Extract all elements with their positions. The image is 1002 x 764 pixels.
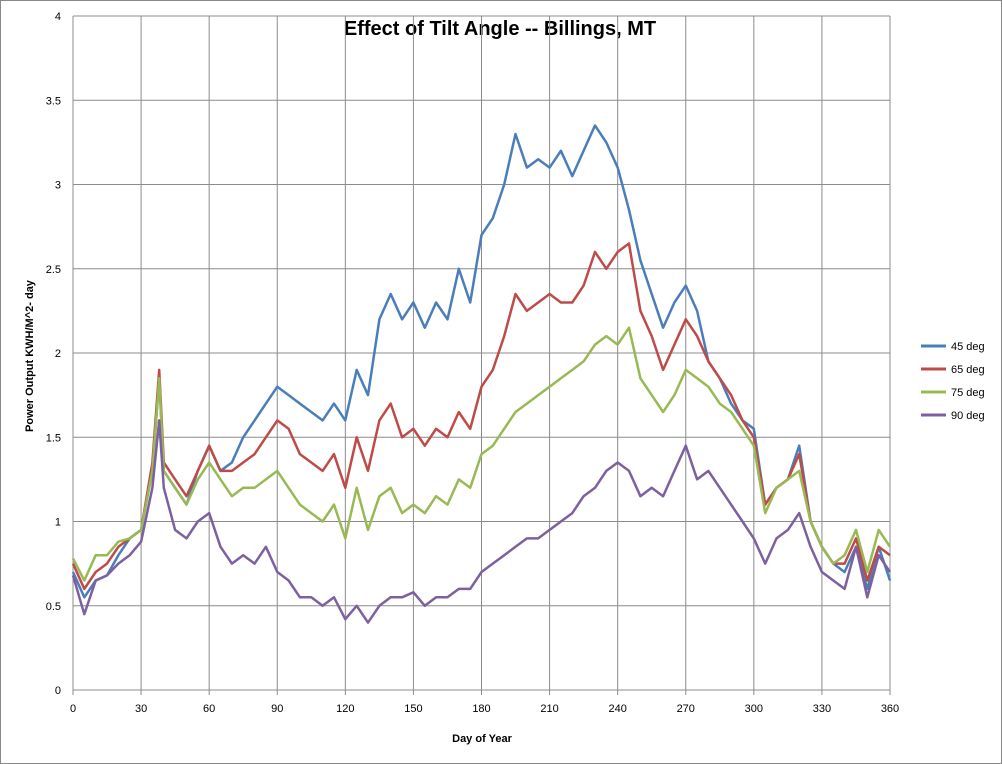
series-line-90-deg — [71, 419, 892, 624]
y-tick-labels: 0 0.5 1 1.5 2 2.5 3 3.5 4 — [46, 11, 61, 697]
y-tick-label: 4 — [55, 11, 61, 23]
legend-label: 75 deg — [951, 387, 985, 399]
x-tick-label: 210 — [540, 703, 558, 715]
series-line-75-deg — [71, 326, 892, 582]
chart-title: Effect of Tilt Angle -- Billings, MT — [344, 18, 656, 40]
y-tick-label: 0 — [55, 685, 61, 697]
y-tick-label: 1 — [55, 517, 61, 529]
y-axis-label: Power Output KWH/M^2- day — [24, 279, 36, 432]
x-tick-label: 150 — [404, 703, 422, 715]
grid — [72, 15, 891, 695]
y-tick-label: 2 — [55, 348, 61, 360]
x-axis-label: Day of Year — [452, 733, 512, 745]
x-tick-label: 30 — [135, 703, 147, 715]
y-tick-label: 2.5 — [46, 264, 61, 276]
x-tick-label: 270 — [677, 703, 695, 715]
x-tick-label: 60 — [203, 703, 215, 715]
series-lines — [71, 124, 892, 624]
x-tick-label: 180 — [472, 703, 490, 715]
y-tick-label: 1.5 — [46, 432, 61, 444]
x-tick-label: 240 — [608, 703, 626, 715]
y-tick-label: 3.5 — [46, 95, 61, 107]
x-tick-label: 330 — [813, 703, 831, 715]
x-tick-labels: 0 30 60 90 120 150 180 210 240 270 300 330 360 — [70, 703, 899, 715]
y-tick-label: 0.5 — [46, 601, 61, 613]
legend-label: 65 deg — [951, 364, 985, 376]
x-tick-label: 120 — [336, 703, 354, 715]
x-tick-label: 300 — [745, 703, 763, 715]
x-tick-label: 0 — [70, 703, 76, 715]
legend-label: 45 deg — [951, 341, 985, 353]
legend-label: 90 deg — [951, 410, 985, 422]
y-tick-label: 3 — [55, 180, 61, 192]
x-tick-label: 90 — [271, 703, 283, 715]
legend: 45 deg 65 deg 75 deg 90 deg — [921, 341, 985, 422]
series-line-65-deg — [71, 242, 891, 591]
x-tick-label: 360 — [881, 703, 899, 715]
